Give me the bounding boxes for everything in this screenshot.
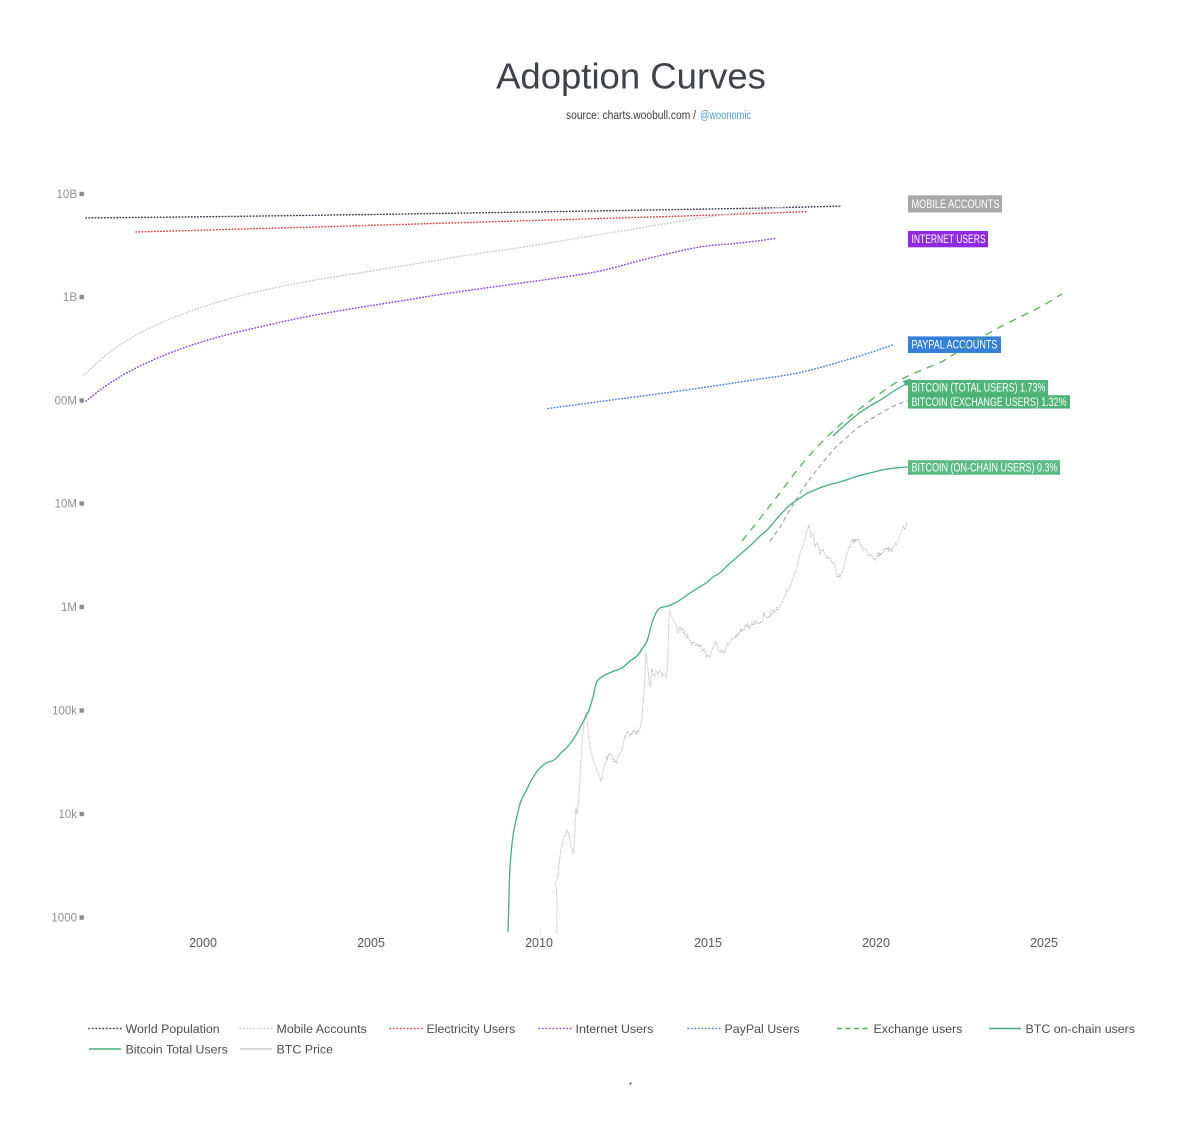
svg-text:1M: 1M bbox=[61, 602, 77, 614]
svg-text:MOBILE ACCOUNTS: MOBILE ACCOUNTS bbox=[912, 199, 1000, 211]
svg-text:2010: 2010 bbox=[525, 936, 553, 950]
svg-text:10k: 10k bbox=[58, 809, 77, 821]
svg-text:10B: 10B bbox=[57, 189, 78, 201]
svg-text:Adoption Curves: Adoption Curves bbox=[496, 56, 766, 97]
svg-text:Exchange users: Exchange users bbox=[874, 1022, 963, 1036]
svg-text:2015: 2015 bbox=[694, 936, 722, 950]
svg-text:BITCOIN (ON-CHAIN USERS) 0.3%: BITCOIN (ON-CHAIN USERS) 0.3% bbox=[912, 463, 1058, 475]
svg-text:2005: 2005 bbox=[357, 936, 385, 950]
svg-text:Internet Users: Internet Users bbox=[576, 1022, 654, 1036]
svg-text:BITCOIN (EXCHANGE USERS) 1.32%: BITCOIN (EXCHANGE USERS) 1.32% bbox=[912, 397, 1067, 409]
svg-text:INTERNET USERS: INTERNET USERS bbox=[912, 234, 986, 246]
svg-text:World Population: World Population bbox=[126, 1022, 220, 1036]
svg-text:10M: 10M bbox=[55, 498, 77, 510]
svg-text:100k: 100k bbox=[52, 705, 77, 717]
svg-text:PAYPAL ACCOUNTS: PAYPAL ACCOUNTS bbox=[912, 340, 998, 352]
svg-text:00M: 00M bbox=[55, 395, 77, 407]
svg-text:BTC Price: BTC Price bbox=[277, 1043, 334, 1057]
svg-text:BTC on-chain users: BTC on-chain users bbox=[1026, 1022, 1136, 1036]
svg-text:@woonomic: @woonomic bbox=[700, 108, 751, 122]
svg-text:2020: 2020 bbox=[862, 936, 890, 950]
svg-text:1000: 1000 bbox=[51, 912, 77, 924]
svg-text:Bitcoin Total Users: Bitcoin Total Users bbox=[126, 1043, 228, 1057]
svg-text:1B: 1B bbox=[63, 292, 77, 304]
svg-text:2025: 2025 bbox=[1030, 936, 1058, 950]
svg-text:Electricity Users: Electricity Users bbox=[427, 1022, 516, 1036]
svg-text:BITCOIN (TOTAL USERS) 1.73%: BITCOIN (TOTAL USERS) 1.73% bbox=[912, 383, 1046, 395]
svg-text:source: charts.woobull.com /: source: charts.woobull.com / bbox=[566, 108, 696, 122]
svg-text:Mobile Accounts: Mobile Accounts bbox=[277, 1022, 367, 1036]
svg-text:2000: 2000 bbox=[189, 936, 217, 950]
svg-text:PayPal Users: PayPal Users bbox=[725, 1022, 800, 1036]
